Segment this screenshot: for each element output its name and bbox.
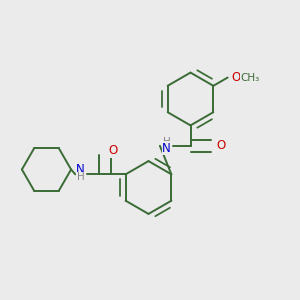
Text: H: H	[77, 172, 85, 182]
Text: O: O	[108, 144, 117, 158]
Text: H: H	[163, 136, 170, 147]
Text: O: O	[216, 139, 225, 152]
Text: N: N	[162, 142, 171, 155]
Text: O: O	[231, 71, 241, 84]
Text: N: N	[76, 163, 85, 176]
Text: CH₃: CH₃	[241, 73, 260, 82]
